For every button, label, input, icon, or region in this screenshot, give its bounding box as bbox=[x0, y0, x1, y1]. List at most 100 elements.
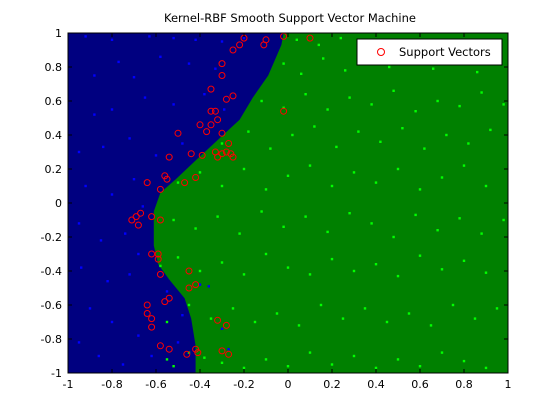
class-positive-point bbox=[264, 358, 268, 361]
class-positive-point bbox=[451, 303, 455, 307]
class-negative-point bbox=[117, 60, 120, 64]
class-negative-point bbox=[84, 184, 87, 188]
class-positive-point bbox=[220, 261, 224, 264]
class-positive-point bbox=[392, 235, 395, 239]
class-positive-point bbox=[242, 273, 246, 276]
class-positive-point bbox=[198, 171, 202, 174]
class-positive-point bbox=[282, 62, 285, 65]
support-vector-point bbox=[187, 150, 195, 158]
class-negative-point bbox=[150, 354, 153, 358]
class-positive-point bbox=[458, 104, 461, 108]
class-positive-point bbox=[396, 274, 400, 278]
class-positive-point bbox=[374, 263, 378, 266]
y-tick-label: 0.8 bbox=[45, 61, 63, 74]
class-negative-point bbox=[172, 103, 175, 106]
support-vector-point bbox=[181, 179, 189, 187]
support-vector-point bbox=[196, 121, 204, 129]
class-positive-point bbox=[480, 91, 483, 94]
legend-support-vector-marker bbox=[377, 48, 385, 56]
support-vector-point bbox=[185, 267, 193, 275]
class-positive-point bbox=[489, 128, 492, 132]
class-negative-point bbox=[187, 62, 191, 65]
support-vector-point bbox=[128, 216, 136, 224]
support-vector-point bbox=[214, 153, 222, 161]
legend-box bbox=[356, 38, 503, 66]
x-tick-label: 0.8 bbox=[455, 378, 473, 391]
y-tick-label: 0.2 bbox=[45, 163, 63, 176]
class-positive-point bbox=[253, 320, 257, 324]
support-vector-point bbox=[148, 315, 156, 323]
class-positive-point bbox=[414, 110, 417, 113]
chart-title: Kernel-RBF Smooth Support Vector Machine bbox=[164, 11, 416, 25]
class-positive-point bbox=[260, 210, 263, 213]
class-positive-point bbox=[484, 271, 488, 274]
class-negative-point bbox=[124, 232, 127, 235]
class-positive-point bbox=[300, 72, 303, 75]
support-vector-point bbox=[163, 175, 171, 183]
class-positive-point bbox=[436, 99, 439, 103]
support-vector-point bbox=[156, 342, 164, 350]
support-vector-point bbox=[211, 107, 219, 115]
plot-area bbox=[67, 32, 509, 374]
class-negative-point bbox=[141, 205, 144, 208]
support-vector-point bbox=[207, 107, 215, 115]
class-negative-point bbox=[137, 334, 140, 337]
class-positive-point bbox=[319, 303, 323, 307]
class-positive-point bbox=[291, 133, 294, 137]
x-tick-label: 0.4 bbox=[367, 378, 385, 391]
y-tick-label: 1 bbox=[55, 27, 62, 40]
class-positive-point bbox=[322, 57, 325, 60]
class-positive-point bbox=[418, 365, 422, 368]
class-positive-point bbox=[495, 307, 499, 310]
x-tick-label: -0.2 bbox=[233, 378, 254, 391]
class-positive-point bbox=[242, 366, 246, 370]
class-positive-point bbox=[231, 307, 235, 310]
class-positive-point bbox=[176, 256, 180, 259]
class-positive-point bbox=[396, 358, 400, 361]
class-positive-point bbox=[462, 359, 466, 363]
class-positive-point bbox=[247, 130, 250, 133]
class-positive-point bbox=[352, 171, 356, 174]
class-negative-point bbox=[220, 40, 224, 43]
support-vector-point bbox=[214, 316, 222, 324]
class-positive-point bbox=[295, 38, 298, 41]
support-vector-point bbox=[156, 270, 164, 278]
class-positive-point bbox=[286, 174, 290, 177]
class-positive-point bbox=[264, 188, 268, 191]
support-vector-point bbox=[207, 121, 215, 129]
class-positive-point bbox=[352, 269, 356, 273]
class-positive-point bbox=[480, 232, 483, 235]
class-positive-point bbox=[429, 324, 433, 327]
class-positive-point bbox=[484, 184, 488, 188]
class-positive-point bbox=[194, 227, 197, 230]
class-negative-point bbox=[148, 35, 151, 38]
class-negative-point bbox=[106, 280, 109, 283]
support-vector-point bbox=[280, 107, 288, 115]
support-vector-point bbox=[165, 153, 173, 161]
class-positive-point bbox=[502, 103, 505, 106]
class-negative-point bbox=[77, 150, 81, 154]
support-vector-point bbox=[161, 298, 169, 306]
support-vector-point bbox=[225, 140, 233, 147]
class-positive-point bbox=[374, 366, 378, 370]
class-positive-point bbox=[414, 213, 417, 217]
class-positive-point bbox=[216, 215, 219, 218]
support-vector-point bbox=[185, 284, 193, 292]
support-vector-point bbox=[156, 185, 164, 193]
class-positive-point bbox=[308, 273, 312, 276]
legend-label: Support Vectors bbox=[399, 45, 491, 59]
class-negative-point bbox=[143, 96, 147, 99]
support-vector-point bbox=[222, 95, 230, 103]
class-negative-point bbox=[154, 154, 158, 157]
class-negative-point bbox=[77, 341, 81, 344]
class-positive-point bbox=[392, 89, 395, 92]
class-negative-point bbox=[110, 320, 114, 324]
support-vector-point bbox=[218, 72, 226, 79]
class-positive-point bbox=[304, 93, 307, 96]
class-positive-point bbox=[348, 212, 351, 215]
y-tick-label: -0.8 bbox=[41, 333, 62, 346]
class-positive-point bbox=[467, 142, 470, 145]
y-tick-label: -0.2 bbox=[41, 231, 62, 244]
class-positive-point bbox=[385, 320, 389, 324]
